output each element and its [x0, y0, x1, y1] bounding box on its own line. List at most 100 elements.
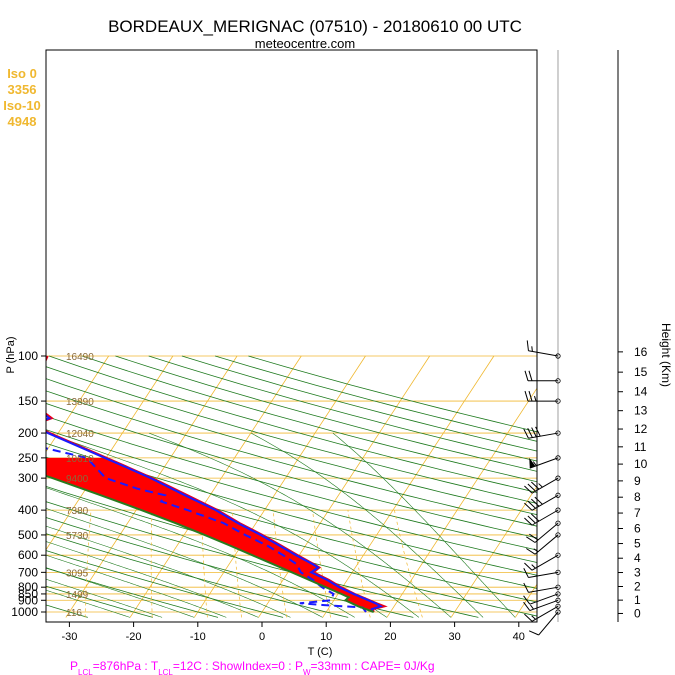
dry-adiabat [46, 501, 479, 618]
sounding-lines [46, 355, 388, 613]
dry-adiabat [46, 533, 349, 618]
wind-station-dot [555, 532, 561, 538]
wind-station-dot [555, 597, 561, 603]
wind-barb-full [531, 498, 540, 507]
x-tick-label: 30 [448, 631, 460, 643]
wind-barb-full [524, 370, 529, 381]
height-tick-label: 5 [634, 537, 641, 551]
height-tick-label: 1 [634, 593, 641, 607]
wind-barb-full [524, 485, 533, 494]
wind-barb [526, 520, 561, 543]
mixing-ratio-line [84, 510, 92, 618]
wind-barb-full [528, 630, 539, 636]
freezing-info: Iso-10 [3, 98, 41, 113]
wind-barb [524, 475, 561, 494]
x-axis-label: T (C) [308, 646, 333, 658]
moist-adiabat [46, 554, 227, 618]
wind-barb-full [527, 500, 536, 509]
isotherm-line [322, 355, 495, 618]
footer-indices: PLCL=876hPa : TLCL=12C : ShowIndex=0 : P… [70, 659, 435, 675]
wind-barb-full [524, 562, 533, 571]
wind-station-dot [555, 455, 561, 461]
wind-shaft [531, 605, 559, 622]
wind-shaft [528, 571, 559, 579]
footer-subscript: W [303, 668, 311, 675]
geopotential-label: 9400 [66, 474, 89, 485]
geopotential-label: 116 [66, 608, 82, 619]
height-tick-label: 7 [634, 506, 641, 520]
wind-barb [526, 340, 561, 359]
height-tick-label: 14 [634, 385, 648, 399]
y-axis-label: P (hPa) [5, 336, 17, 373]
wind-barb [524, 390, 561, 404]
p-tick-label: 600 [18, 548, 38, 562]
wind-barb-half [531, 346, 533, 352]
p-tick-label: 500 [18, 528, 38, 542]
height-tick-label: 10 [634, 457, 648, 471]
wind-shaft [529, 457, 559, 469]
mixing-ratio-line [150, 510, 153, 618]
footer-text: =33mm : CAPE= 0J/Kg [311, 659, 435, 673]
height-tick-label: 13 [634, 404, 648, 418]
footer-subscript: LCL [158, 668, 173, 675]
p-tick-label: 250 [18, 451, 38, 465]
wind-barb-full [527, 428, 533, 438]
wind-shaft [531, 477, 559, 494]
height-tick-label: 6 [634, 521, 641, 535]
freezing-info: 4948 [8, 114, 37, 129]
geopotential-label: 7380 [66, 506, 89, 517]
x-tick-label: 20 [384, 631, 396, 643]
height-tick-label: 0 [634, 606, 641, 620]
x-tick-label: -20 [126, 631, 142, 643]
wind-barb-half [534, 395, 537, 402]
footer-text: P [70, 659, 78, 673]
x-tick-label: -30 [61, 631, 77, 643]
moist-adiabat [332, 432, 516, 618]
wind-barb [523, 591, 561, 605]
wind-barb [524, 370, 561, 384]
mixing-ratio-line [201, 510, 208, 618]
moist-adiabat [46, 432, 420, 618]
wind-barb [526, 532, 561, 555]
isotherm-line [514, 583, 537, 618]
moist-adiabat [46, 525, 291, 618]
height-axis-label: Height (Km) [659, 323, 673, 387]
wind-barb [524, 552, 561, 571]
axis-labels: -30 -20 -10 0 10 20 30 401001502002503004005006… [3, 66, 647, 643]
dry-adiabat [48, 355, 537, 493]
wind-barb-full [535, 426, 541, 437]
height-tick-label: 11 [634, 440, 647, 454]
wind-barb [523, 426, 561, 439]
wind-barb [523, 568, 561, 579]
footer-text: =876hPa : T [93, 659, 159, 673]
wind-barb-full [523, 428, 529, 439]
wind-barb-full [529, 533, 539, 541]
mixing-ratio-line [272, 510, 288, 618]
x-tick-label: 40 [513, 631, 525, 643]
height-tick-label: 2 [634, 579, 641, 593]
wind-barb-half [531, 564, 536, 569]
dry-adiabat [46, 471, 537, 603]
wind-barb-full [527, 515, 536, 524]
wind-station-dot [555, 492, 561, 498]
freezing-info: Iso 0 [7, 66, 37, 81]
dry-adiabat [115, 355, 537, 472]
wind-barb [524, 507, 561, 526]
isotherm-line [386, 387, 537, 618]
p-tick-label: 300 [18, 471, 38, 485]
wind-barb [523, 597, 561, 612]
geopotential-label: 10610 [66, 454, 94, 465]
dry-adiabat [46, 517, 414, 618]
wind-barb-half [531, 615, 536, 620]
height-tick-label: 4 [634, 551, 641, 565]
wind-station-dot [555, 552, 561, 558]
x-tick-label: 0 [259, 631, 265, 643]
dry-adiabat [82, 355, 537, 483]
wind-barb-half [532, 461, 537, 467]
wind-station-dot [555, 520, 561, 526]
height-tick-label: 8 [634, 490, 641, 504]
wind-barb-full [524, 390, 529, 402]
dry-adiabat [46, 366, 537, 504]
footer-text: =12C : ShowIndex=0 : P [173, 659, 303, 673]
